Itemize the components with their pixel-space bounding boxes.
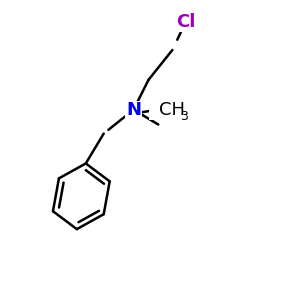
Bar: [172, 11, 199, 32]
Text: CH: CH: [159, 101, 185, 119]
Bar: [125, 101, 142, 118]
Text: N: N: [126, 101, 141, 119]
Text: 3: 3: [181, 110, 188, 123]
Bar: [148, 99, 187, 120]
Text: Cl: Cl: [176, 13, 196, 31]
